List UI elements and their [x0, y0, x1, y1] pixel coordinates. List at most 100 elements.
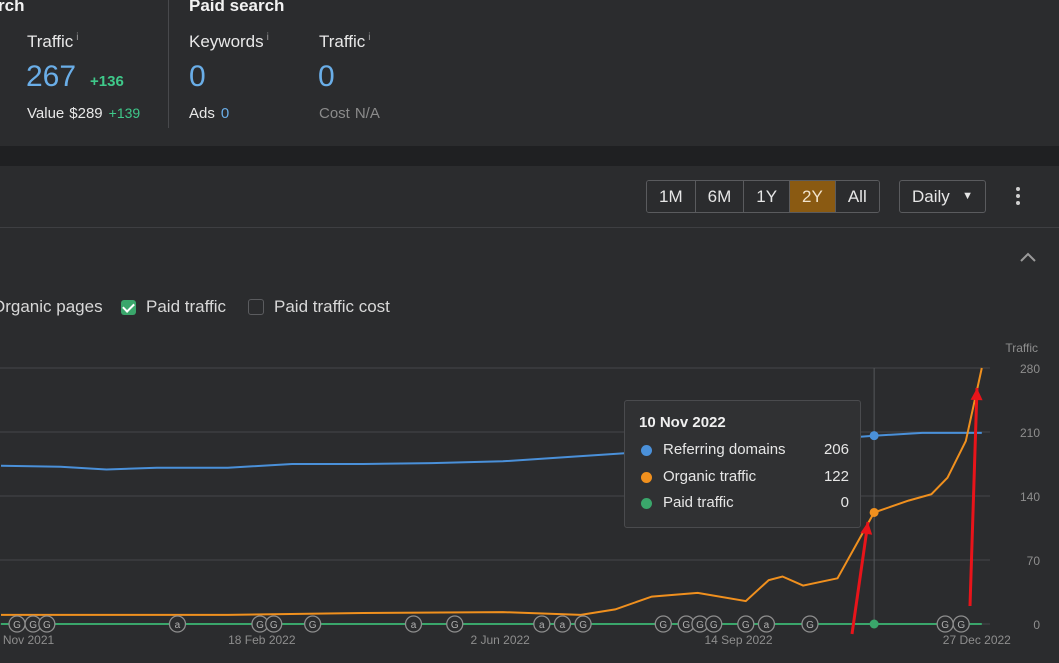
- y-tick-label: 210: [1020, 426, 1040, 440]
- series-dot-icon: [641, 472, 652, 483]
- organic-traffic-value[interactable]: 267: [26, 60, 77, 93]
- event-marker-label: a: [539, 620, 545, 631]
- event-marker: [737, 615, 755, 633]
- event-marker-label: G: [742, 620, 750, 631]
- tooltip-row-organic-traffic: Organic traffic 122: [639, 468, 849, 488]
- y-tick-label: 140: [1020, 490, 1040, 504]
- traffic-value-amount: $289: [69, 105, 103, 122]
- traffic-value-delta: +139: [108, 105, 141, 121]
- tooltip-date: 10 Nov 2022: [639, 414, 726, 431]
- event-marker: [533, 615, 551, 633]
- info-icon[interactable]: i: [266, 32, 269, 44]
- event-marker-label: a: [560, 620, 566, 631]
- organic-traffic-delta: +136: [90, 73, 124, 90]
- event-marker-label: G: [806, 620, 814, 631]
- tooltip-row-referring-domains: Referring domains 206: [639, 441, 849, 461]
- event-marker-label: G: [957, 620, 965, 631]
- range-1m-button[interactable]: 1M: [647, 181, 696, 212]
- paid-traffic-value[interactable]: 0: [318, 60, 335, 93]
- event-marker: [404, 615, 423, 633]
- paid-search-title: Paid search: [189, 0, 285, 15]
- event-marker-label: G: [659, 620, 667, 631]
- paid-traffic-label[interactable]: Traffic i: [319, 32, 371, 51]
- series-dot-icon: [641, 498, 652, 509]
- info-icon[interactable]: i: [368, 32, 371, 44]
- chart-panel: 1M 6M 1Y 2Y All Daily ▼ Organic pages Pa…: [0, 166, 1059, 663]
- y-axis-title: Traffic: [1005, 341, 1038, 355]
- event-marker-label: G: [696, 620, 704, 631]
- event-marker: [38, 615, 56, 633]
- x-tick-label: 14 Sep 2022: [704, 633, 772, 647]
- event-marker-label: G: [13, 620, 21, 631]
- annotation-arrow: [850, 521, 870, 635]
- traffic-value-row: Value $289 +139: [27, 105, 141, 122]
- interval-dropdown[interactable]: Daily ▼: [899, 180, 986, 213]
- checkbox-unchecked-icon[interactable]: [248, 299, 264, 315]
- section-separator: [0, 146, 1059, 166]
- series-dot-icon: [641, 445, 652, 456]
- legend-paid-traffic-cost[interactable]: Paid traffic cost: [248, 297, 390, 317]
- range-all-button[interactable]: All: [835, 181, 879, 212]
- event-marker-label: G: [710, 620, 718, 631]
- annotation-arrowhead: [860, 522, 873, 535]
- stats-header: rch Traffic i 267 +136 Value $289 +139 Paid…: [0, 0, 1059, 146]
- ads-value[interactable]: 0: [220, 105, 230, 122]
- event-marker-label: G: [256, 620, 264, 631]
- organic-search-title: rch: [0, 0, 25, 15]
- event-marker-label: G: [941, 620, 949, 631]
- x-tick-label: 2 Jun 2022: [470, 633, 530, 647]
- paid-keywords-value[interactable]: 0: [189, 60, 206, 93]
- x-tick-label: 18 Feb 2022: [228, 633, 296, 647]
- event-marker: [952, 615, 970, 633]
- x-tick-label: 6 Nov 2021: [0, 633, 55, 647]
- event-marker-label: G: [451, 620, 459, 631]
- event-marker-label: G: [270, 620, 278, 631]
- x-tick-label: 27 Dec 2022: [943, 633, 1011, 647]
- caret-down-icon: ▼: [962, 190, 973, 202]
- event-marker: [553, 615, 572, 633]
- event-marker: [705, 615, 723, 633]
- range-selector: 1M 6M 1Y 2Y All: [646, 180, 880, 213]
- section-divider: [168, 0, 169, 128]
- annotation-arrow: [968, 387, 979, 607]
- checkbox-checked-icon[interactable]: [121, 299, 136, 315]
- event-marker-label: G: [43, 620, 51, 631]
- organic-traffic-label[interactable]: Traffic i: [27, 32, 79, 51]
- event-marker-label: a: [411, 620, 417, 631]
- event-marker-label: a: [175, 620, 181, 631]
- y-tick-label: 0: [1033, 618, 1040, 632]
- event-marker: [304, 615, 322, 633]
- event-marker: [654, 615, 672, 633]
- paid-keywords-label[interactable]: Keywords i: [189, 32, 269, 51]
- chart-tooltip: 10 Nov 2022 Referring domains 206 Organi…: [624, 400, 861, 528]
- event-marker-label: G: [682, 620, 690, 631]
- legend-organic-pages[interactable]: Organic pages: [0, 297, 103, 316]
- highlight-point: [869, 507, 879, 517]
- ads-row: Ads 0: [189, 105, 230, 122]
- event-marker: [265, 615, 283, 633]
- highlight-point: [869, 619, 879, 629]
- chevron-up-icon[interactable]: [1018, 250, 1038, 264]
- range-6m-button[interactable]: 6M: [695, 181, 745, 212]
- range-1y-button[interactable]: 1Y: [744, 181, 791, 212]
- event-marker: [446, 615, 464, 633]
- y-tick-label: 280: [1020, 362, 1040, 376]
- info-icon[interactable]: i: [76, 32, 79, 44]
- event-marker: [801, 615, 819, 633]
- range-2y-button[interactable]: 2Y: [790, 181, 836, 212]
- event-marker-label: G: [29, 620, 37, 631]
- event-marker-label: G: [579, 620, 587, 631]
- more-options-icon[interactable]: [1008, 184, 1028, 208]
- event-marker-label: a: [764, 620, 770, 631]
- event-marker-label: G: [309, 620, 317, 631]
- organic-traffic-line: [1, 367, 983, 616]
- event-marker: [757, 615, 776, 633]
- event-marker: [168, 615, 187, 633]
- cost-row: Cost N/A: [319, 105, 380, 122]
- y-tick-label: 70: [1027, 554, 1041, 568]
- legend-paid-traffic[interactable]: Paid traffic: [121, 297, 226, 317]
- event-marker: [574, 615, 592, 633]
- interval-dropdown-label: Daily: [912, 187, 950, 206]
- annotation-arrowhead: [970, 388, 983, 401]
